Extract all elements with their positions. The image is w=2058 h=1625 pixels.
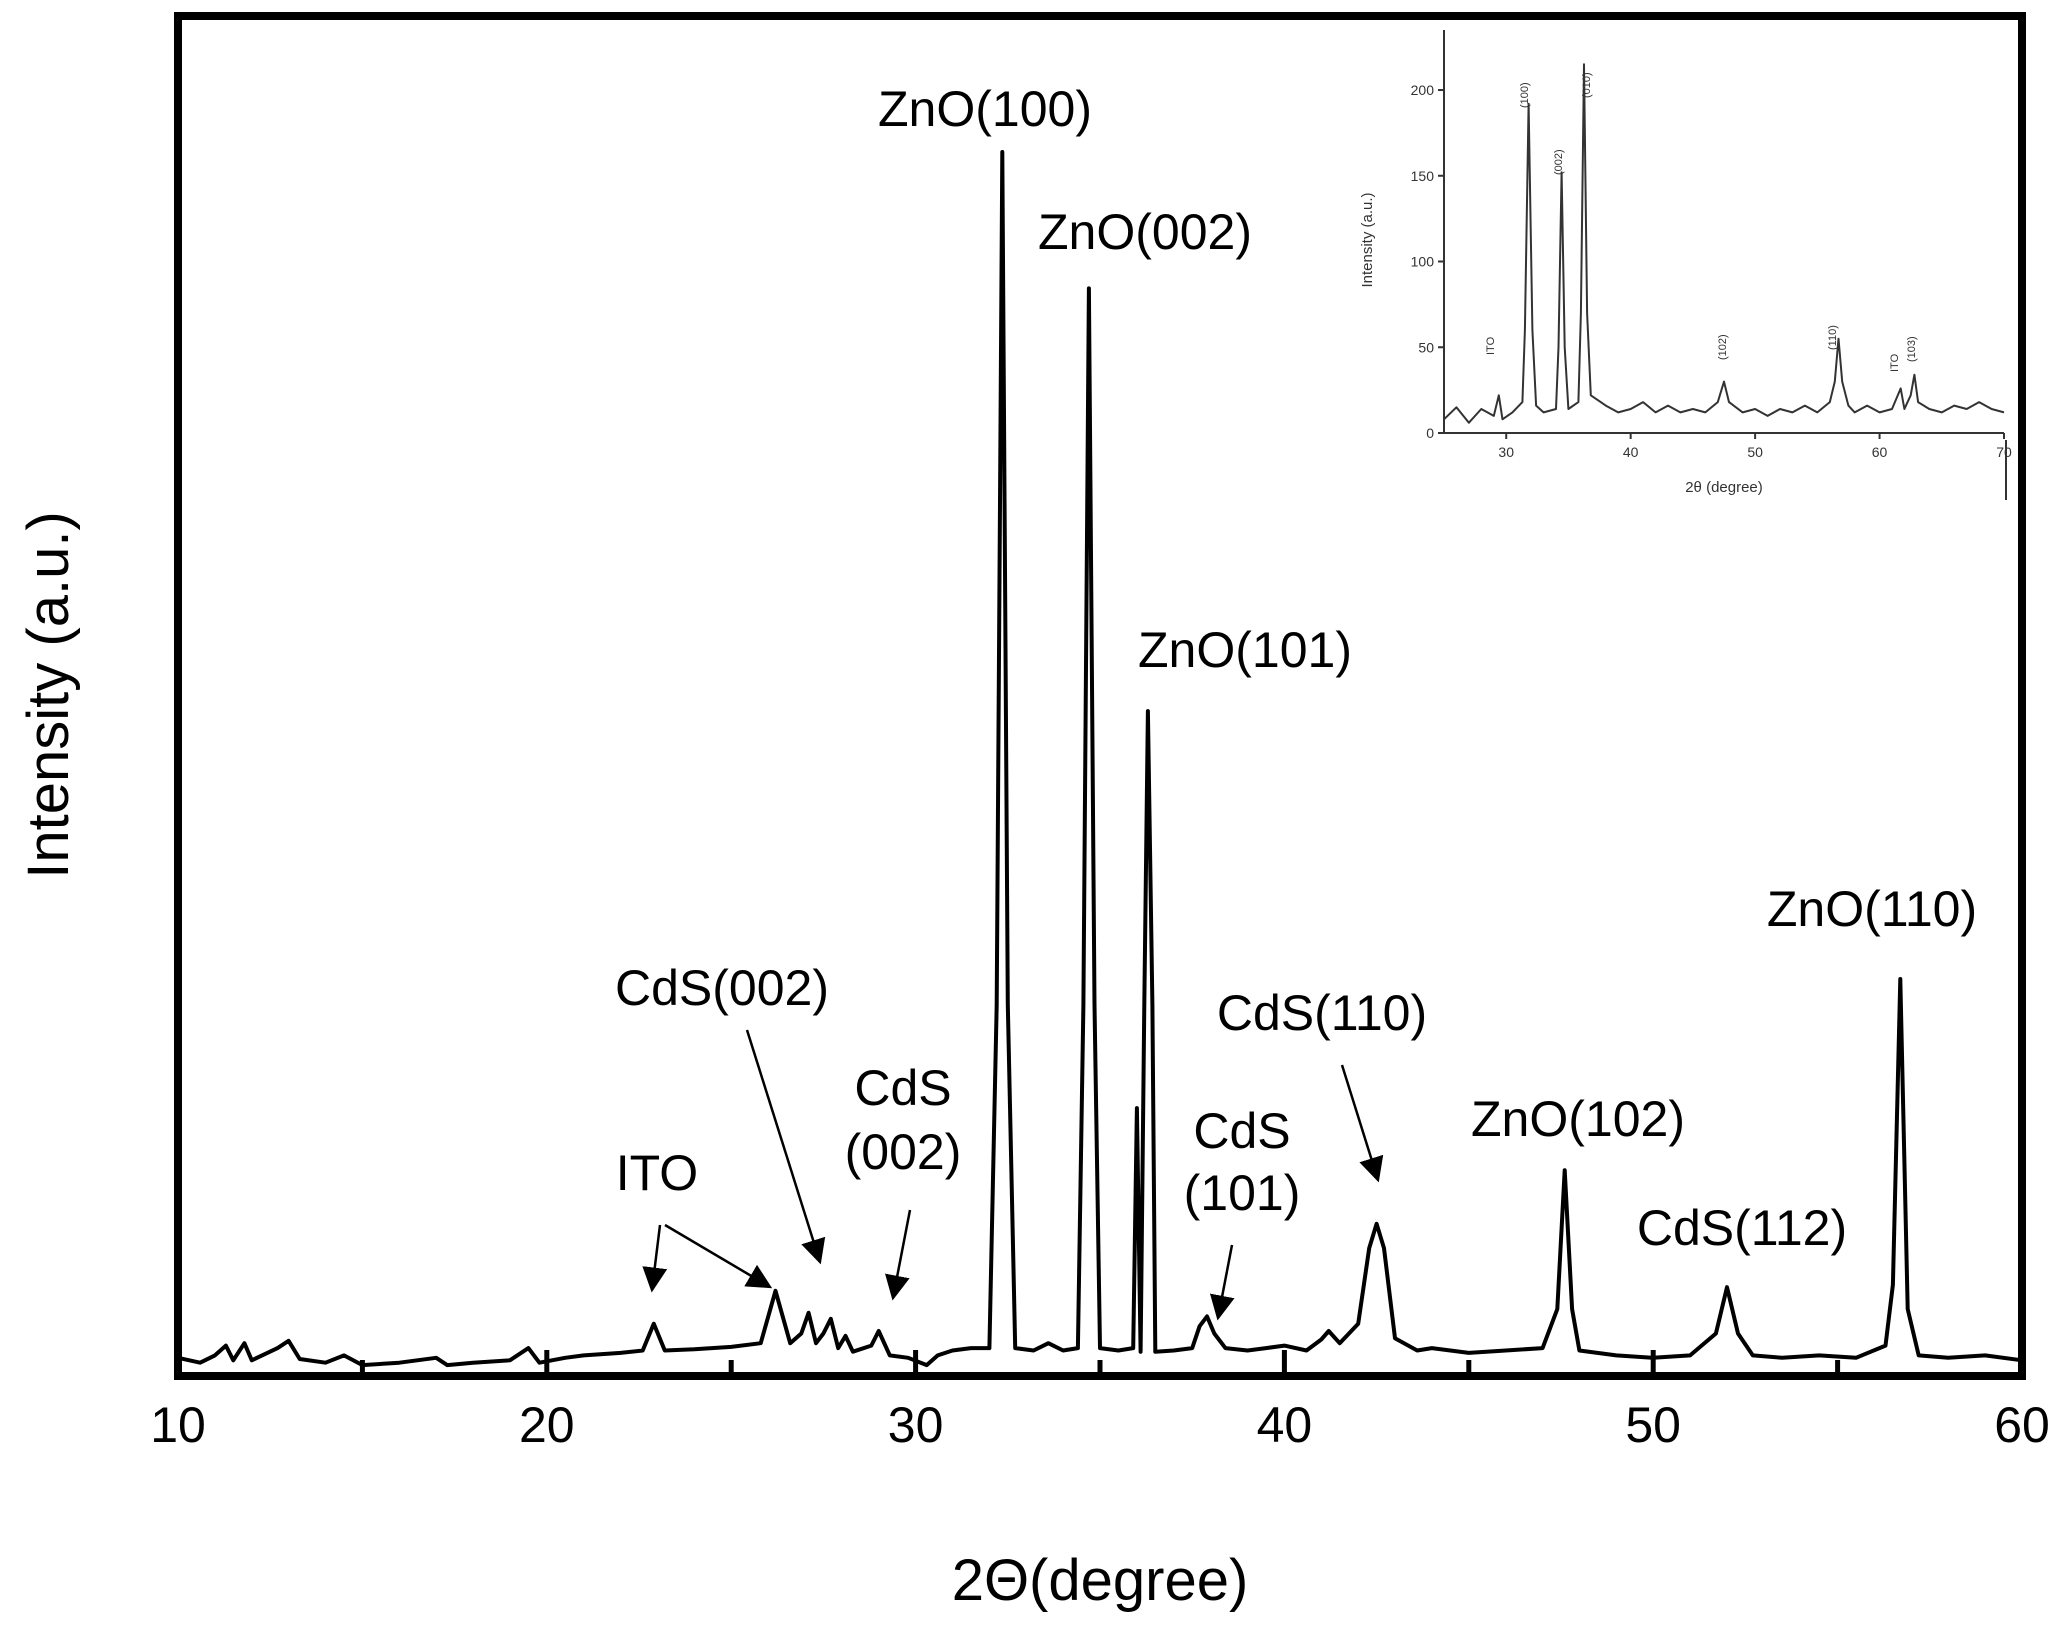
x-tick-label: 50: [1625, 1397, 1681, 1453]
main-y-axis-label: Intensity (a.u.): [16, 511, 81, 878]
inset-y-tick-label: 150: [1411, 168, 1435, 184]
inset-y-tick-label: 100: [1411, 254, 1435, 270]
inset-x-tick-label: 60: [1872, 444, 1888, 460]
main-peak-annotations: ZnO(100) ZnO(002) ZnO(101) ZnO(110) ZnO(102)…: [615, 81, 1977, 1256]
peak-label: CdS (002): [845, 1060, 962, 1180]
inset-tick-labels: 30 40 50 60 70 0 50 100 150 200: [1411, 82, 2012, 460]
main-x-tick-labels: 10 20 30 40 50 60: [150, 1397, 2050, 1453]
peak-label-line: CdS(112): [1637, 1200, 1847, 1256]
x-tick-label: 10: [150, 1397, 206, 1453]
inset-x-tick-label: 30: [1498, 444, 1514, 460]
inset-y-tick-label: 200: [1411, 82, 1435, 98]
peak-label: CdS (101): [1184, 1103, 1301, 1221]
peak-label: ITO: [616, 1145, 698, 1201]
main-chart: 10 20 30 40 50 60 ZnO(100)ZnO(002)ZnO(101)ZnO…: [16, 12, 2050, 1613]
inset-ticks: [1438, 89, 2005, 439]
annotation-arrow: [884, 1209, 912, 1301]
main-x-axis-label: 2Θ(degree): [952, 1548, 1249, 1613]
inset-y-axis-label: Intensity (a.u.): [1359, 192, 1376, 287]
annotation-arrow: [664, 1223, 773, 1289]
main-xrd-line: [177, 150, 2023, 1368]
peak-label: ZnO(110): [1767, 881, 1977, 937]
inset-peak-label: ITO: [1485, 336, 1497, 355]
inset-peak-label: ITO: [1889, 353, 1901, 372]
peak-label-line: CdS: [854, 1060, 951, 1116]
inset-x-tick-label: 40: [1623, 444, 1639, 460]
inset-y-tick-label: 50: [1418, 339, 1434, 355]
x-tick-label: 20: [519, 1397, 575, 1453]
annotation-arrow: [1209, 1244, 1235, 1321]
peak-label: CdS(110): [1217, 985, 1427, 1041]
peak-label-line: CdS: [1193, 1103, 1290, 1159]
peak-label: CdS(112): [1637, 1200, 1847, 1256]
peak-label: CdS(002): [615, 960, 829, 1016]
peak-label: ZnO(101): [1138, 622, 1352, 678]
inset-x-axis-label: 2θ (degree): [1685, 479, 1763, 496]
peak-label: ZnO(100): [878, 81, 1092, 137]
inset-x-tick-label: 70: [1996, 444, 2012, 460]
inset-peak-label: (002): [1553, 149, 1565, 175]
peak-label-line: ZnO(101): [1138, 622, 1352, 678]
peak-label-line: (002): [845, 1124, 962, 1180]
inset-peak-label: (010): [1581, 72, 1593, 98]
peak-label-line: ZnO(102): [1471, 1091, 1685, 1147]
annotation-arrow: [745, 1029, 826, 1265]
inset-peak-annotations: ITO (100) (002) (010) (102) (110) ITO (103): [1485, 72, 1918, 372]
inset-y-tick-label: 0: [1426, 425, 1434, 441]
peak-label-line: CdS(110): [1217, 985, 1427, 1041]
x-tick-label: 60: [1994, 1397, 2050, 1453]
annotation-arrow: [642, 1224, 668, 1293]
x-tick-label: 30: [888, 1397, 944, 1453]
inset-x-tick-label: 50: [1747, 444, 1763, 460]
x-tick-label: 40: [1257, 1397, 1313, 1453]
inset-peak-label: (110): [1827, 325, 1839, 350]
inset-peak-label: (102): [1717, 334, 1729, 360]
peak-label: ZnO(002): [1038, 204, 1252, 260]
peak-label-line: CdS(002): [615, 960, 829, 1016]
peak-label-line: ITO: [616, 1145, 698, 1201]
peak-label: ZnO(102): [1471, 1091, 1685, 1147]
peak-label-line: ZnO(002): [1038, 204, 1252, 260]
inset-xrd-line: [1443, 63, 2005, 424]
peak-label-line: (101): [1184, 1165, 1301, 1221]
annotation-arrow: [1340, 1064, 1384, 1183]
inset-chart: 30 40 50 60 70 0 50 100 150 200 ITO (100) (002) (010…: [1359, 30, 2012, 500]
inset-peak-label: (100): [1519, 82, 1531, 108]
peak-label-line: ZnO(100): [878, 81, 1092, 137]
peak-label-line: ZnO(110): [1767, 881, 1977, 937]
main-x-ticks: [175, 1350, 2025, 1376]
inset-peak-label: (103): [1906, 336, 1918, 362]
main-annotation-arrows: [642, 1029, 1384, 1321]
